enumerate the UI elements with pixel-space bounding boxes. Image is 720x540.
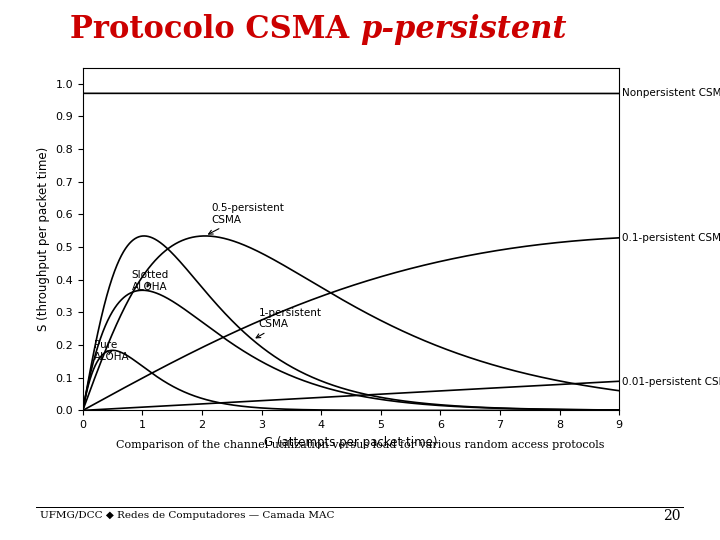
Y-axis label: S (throughput per packet time): S (throughput per packet time): [37, 147, 50, 331]
Text: p-persistent: p-persistent: [360, 14, 567, 45]
Text: Slotted
ALOHA: Slotted ALOHA: [132, 270, 169, 292]
Text: UFMG/DCC ◆ Redes de Computadores — Camada MAC: UFMG/DCC ◆ Redes de Computadores — Camad…: [40, 511, 334, 520]
Text: 0.01-persistent CSMA: 0.01-persistent CSMA: [622, 376, 720, 387]
Text: Protocolo CSMA: Protocolo CSMA: [71, 14, 360, 45]
X-axis label: G (attempts per packet time): G (attempts per packet time): [264, 436, 438, 449]
Text: Nonpersistent CSMA: Nonpersistent CSMA: [622, 89, 720, 98]
Text: 0.1-persistent CSMA: 0.1-persistent CSMA: [622, 233, 720, 243]
Text: Pure
ALOHA: Pure ALOHA: [94, 340, 129, 362]
Text: 20: 20: [663, 509, 680, 523]
Text: 1-persistent
CSMA: 1-persistent CSMA: [256, 308, 322, 338]
Text: 0.5-persistent
CSMA: 0.5-persistent CSMA: [209, 203, 284, 234]
Text: Comparison of the channel utilization versus load for various random access prot: Comparison of the channel utilization ve…: [116, 441, 604, 450]
